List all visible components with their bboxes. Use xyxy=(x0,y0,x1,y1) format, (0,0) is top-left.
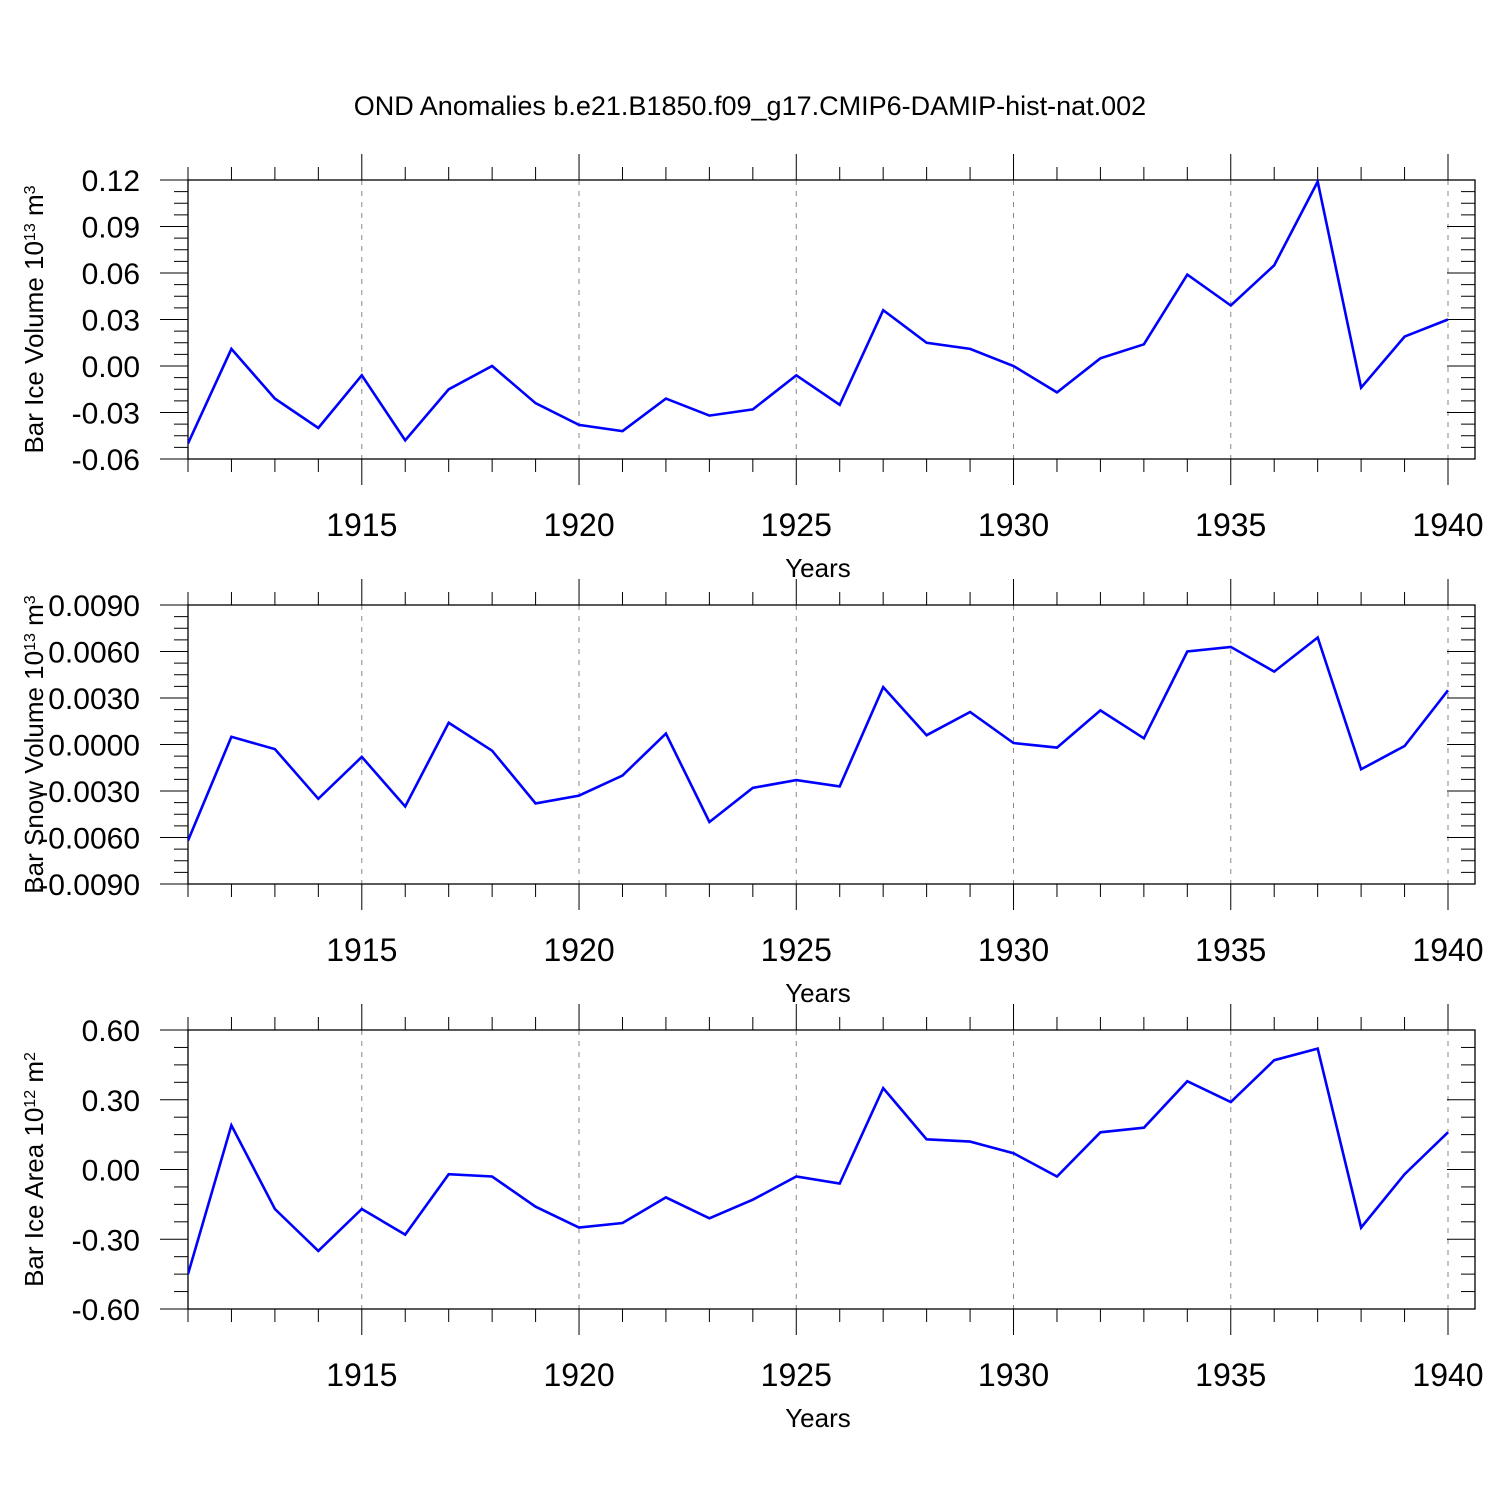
x-tick-label: 1940 xyxy=(1412,932,1483,968)
y-tick-label: 0.0000 xyxy=(48,730,140,763)
y-axis-label-superscript: 12 xyxy=(22,1090,39,1108)
figure-title: OND Anomalies b.e21.B1850.f09_g17.CMIP6-… xyxy=(354,91,1146,121)
series-line xyxy=(188,635,1450,842)
x-tick-label: 1925 xyxy=(761,507,832,543)
x-tick-label: 1920 xyxy=(543,1357,614,1393)
y-tick-label: -0.0060 xyxy=(38,823,140,856)
y-tick-label: -0.03 xyxy=(72,398,140,431)
x-tick-label: 1940 xyxy=(1412,1357,1483,1393)
y-axis-label-part: Bar Ice Area 10 xyxy=(19,1108,49,1287)
y-tick-label: -0.30 xyxy=(72,1224,140,1257)
y-axis-label-part: m xyxy=(19,194,49,223)
x-axis-label: Years xyxy=(785,553,851,583)
y-tick-label: 0.06 xyxy=(82,258,140,291)
y-tick-label: 0.00 xyxy=(82,1155,140,1188)
y-axis-label-superscript: 13 xyxy=(22,633,39,651)
x-axis-label: Years xyxy=(785,1403,851,1433)
panels: -0.06 -0.03 0.00 0.03 0.06 0.09 0.12 1915 1920 19… xyxy=(19,154,1484,1433)
x-tick-label: 1935 xyxy=(1195,1357,1266,1393)
y-tick-label: 0.09 xyxy=(82,212,140,245)
chart-panel-3: -0.60 -0.30 0.00 0.30 0.60 1915 1920 1925 1930 19… xyxy=(19,1004,1484,1433)
y-axis-label-superscript: 2 xyxy=(22,1052,39,1061)
x-tick-label: 1915 xyxy=(326,1357,397,1393)
y-tick-label: 0.0090 xyxy=(48,590,140,623)
y-axis-label-superscript: 13 xyxy=(22,223,39,241)
series-line xyxy=(188,179,1449,445)
x-tick-label: 1915 xyxy=(326,932,397,968)
x-axis-label: Years xyxy=(785,978,851,1008)
x-tick-label: 1930 xyxy=(978,932,1049,968)
x-tick-label: 1925 xyxy=(761,1357,832,1393)
y-tick-label: 0.0060 xyxy=(48,637,140,670)
y-tick-label: -0.60 xyxy=(72,1294,140,1327)
x-tick-label: 1915 xyxy=(326,507,397,543)
y-tick-label: 0.00 xyxy=(82,351,140,384)
y-axis-label: Bar Ice Volume 1013 m3 xyxy=(19,185,49,453)
x-tick-label: 1930 xyxy=(978,1357,1049,1393)
x-tick-label: 1920 xyxy=(543,932,614,968)
y-axis-label: Bar Ice Area 1012 m2 xyxy=(19,1052,49,1287)
x-tick-label: 1940 xyxy=(1412,507,1483,543)
y-axis-label-superscript: 3 xyxy=(22,185,39,194)
y-tick-label: -0.0090 xyxy=(38,869,140,902)
x-tick-label: 1920 xyxy=(543,507,614,543)
y-axis-label-part: Bar Snow Volume 10 xyxy=(19,651,49,894)
y-axis-label-superscript: 3 xyxy=(22,595,39,604)
chart-panel-1: -0.06 -0.03 0.00 0.03 0.06 0.09 0.12 1915 1920 19… xyxy=(19,154,1484,583)
y-axis-label: Bar Snow Volume 1013 m3 xyxy=(19,595,49,894)
series-line xyxy=(188,1047,1449,1275)
y-axis-label-part: m xyxy=(19,1061,49,1090)
y-tick-label: 0.03 xyxy=(82,305,140,338)
y-tick-label: 0.0030 xyxy=(48,683,140,716)
y-tick-label: -0.0030 xyxy=(38,776,140,809)
x-tick-label: 1930 xyxy=(978,507,1049,543)
y-tick-label: -0.06 xyxy=(72,444,140,477)
x-tick-label: 1935 xyxy=(1195,507,1266,543)
y-axis-label-part: Bar Ice Volume 10 xyxy=(19,241,49,453)
y-tick-label: 0.60 xyxy=(82,1015,140,1048)
x-tick-label: 1935 xyxy=(1195,932,1266,968)
chart-panel-2: -0.0090 -0.0060 -0.0030 0.0000 0.0030 0.0060 0… xyxy=(19,579,1484,1008)
y-tick-label: 0.30 xyxy=(82,1085,140,1118)
y-tick-label: 0.12 xyxy=(82,165,140,198)
y-axis-label-part: m xyxy=(19,604,49,633)
x-tick-label: 1925 xyxy=(761,932,832,968)
